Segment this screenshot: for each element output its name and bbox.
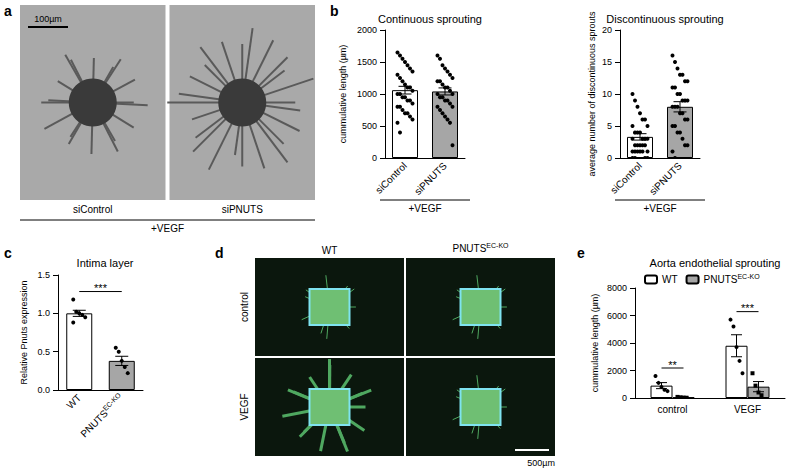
svg-text:4000: 4000 bbox=[607, 338, 627, 348]
svg-text:Continuous sprouting: Continuous sprouting bbox=[378, 13, 482, 25]
svg-text:0.5: 0.5 bbox=[37, 347, 50, 357]
svg-text:0: 0 bbox=[607, 153, 612, 163]
svg-text:1500: 1500 bbox=[357, 57, 377, 67]
svg-text:VEGF: VEGF bbox=[734, 404, 761, 415]
svg-text:siControl: siControl bbox=[73, 204, 112, 215]
svg-text:1.0: 1.0 bbox=[37, 308, 50, 318]
svg-text:Discontinuous sprouting: Discontinuous sprouting bbox=[606, 13, 723, 25]
svg-text:1.5: 1.5 bbox=[37, 270, 50, 280]
svg-text:500µm: 500µm bbox=[527, 458, 555, 468]
svg-text:cummulative length (µm): cummulative length (µm) bbox=[590, 294, 600, 393]
svg-text:b: b bbox=[330, 3, 339, 19]
svg-text:100µm: 100µm bbox=[34, 14, 62, 24]
svg-text:c: c bbox=[4, 245, 12, 261]
svg-text:10: 10 bbox=[602, 89, 612, 99]
svg-text:PNUTS: PNUTS bbox=[452, 243, 486, 254]
svg-text:5: 5 bbox=[607, 121, 612, 131]
svg-text:+VEGF: +VEGF bbox=[643, 203, 676, 214]
svg-text:0: 0 bbox=[622, 393, 627, 403]
svg-text:***: *** bbox=[741, 302, 755, 314]
svg-text:Aorta endothelial sprouting: Aorta endothelial sprouting bbox=[650, 257, 781, 269]
svg-text:500: 500 bbox=[362, 121, 377, 131]
svg-text:WT: WT bbox=[64, 392, 83, 411]
svg-text:2000: 2000 bbox=[357, 25, 377, 35]
svg-text:EC-KO: EC-KO bbox=[102, 391, 123, 412]
svg-text:2000: 2000 bbox=[607, 366, 627, 376]
svg-text:20: 20 bbox=[602, 25, 612, 35]
svg-text:+VEGF: +VEGF bbox=[151, 223, 184, 234]
svg-text:control: control bbox=[657, 404, 687, 415]
svg-text:a: a bbox=[4, 3, 12, 19]
svg-text:control: control bbox=[239, 292, 250, 322]
svg-text:***: *** bbox=[94, 282, 108, 294]
svg-text:PNUTS: PNUTS bbox=[78, 408, 110, 440]
svg-text:0.0: 0.0 bbox=[37, 385, 50, 395]
svg-text:**: ** bbox=[668, 359, 677, 371]
svg-text:WT: WT bbox=[322, 245, 338, 256]
svg-text:e: e bbox=[577, 245, 585, 261]
svg-text:d: d bbox=[215, 245, 224, 261]
svg-text:cummulative length (µm): cummulative length (µm) bbox=[338, 45, 348, 144]
svg-text:6000: 6000 bbox=[607, 311, 627, 321]
svg-text:WT: WT bbox=[662, 274, 678, 285]
svg-text:siControl: siControl bbox=[608, 160, 644, 196]
svg-text:+VEGF: +VEGF bbox=[408, 203, 441, 214]
svg-text:average number of discontinuou: average number of discontinuous sprouts bbox=[587, 11, 597, 177]
svg-text:1000: 1000 bbox=[357, 89, 377, 99]
svg-text:VEGF: VEGF bbox=[239, 393, 250, 420]
svg-text:siPNUTS: siPNUTS bbox=[412, 160, 449, 197]
svg-text:Intima layer: Intima layer bbox=[77, 257, 134, 269]
svg-text:siPNUTS: siPNUTS bbox=[222, 204, 263, 215]
svg-text:siPNUTS: siPNUTS bbox=[647, 160, 684, 197]
svg-text:EC-KO: EC-KO bbox=[737, 273, 760, 280]
svg-text:Relative Pnuts expression: Relative Pnuts expression bbox=[19, 280, 29, 384]
svg-text:PNUTS: PNUTS bbox=[704, 274, 738, 285]
svg-text:EC-KO: EC-KO bbox=[486, 242, 509, 249]
svg-text:siControl: siControl bbox=[373, 160, 409, 196]
svg-text:8000: 8000 bbox=[607, 283, 627, 293]
svg-text:15: 15 bbox=[602, 57, 612, 67]
svg-text:0: 0 bbox=[372, 153, 377, 163]
